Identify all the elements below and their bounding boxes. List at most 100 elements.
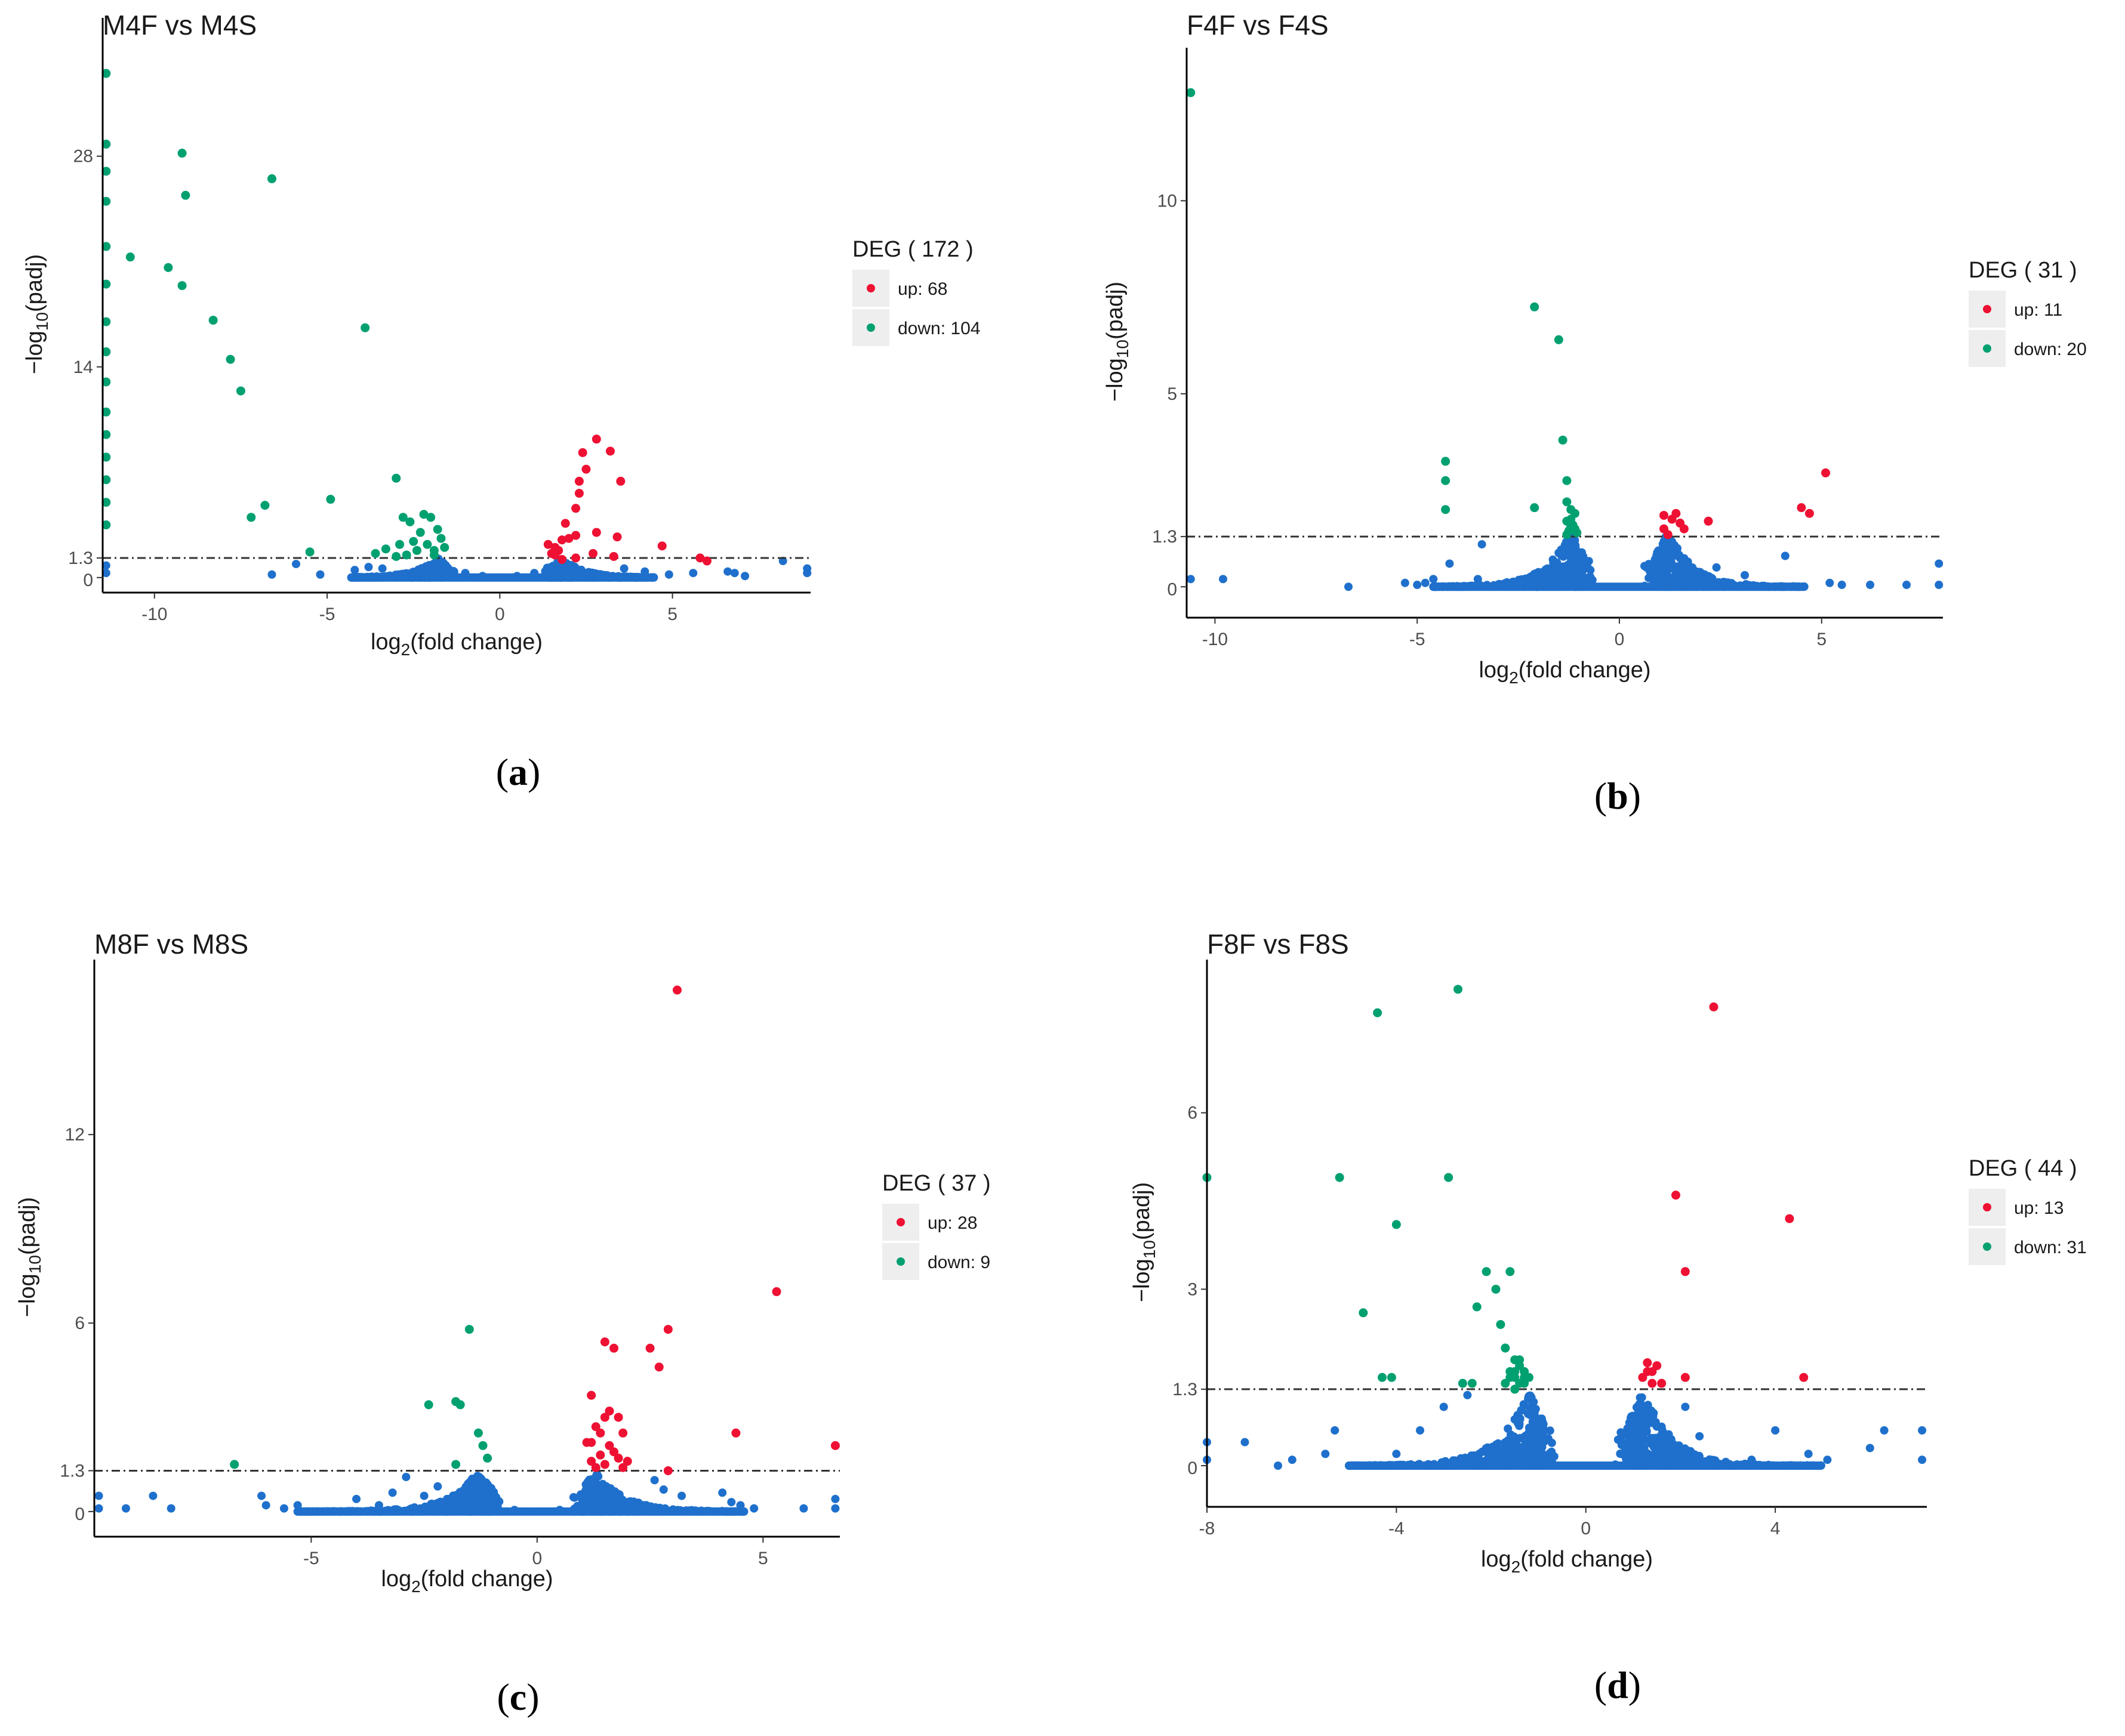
- x-axis-label: log2(fold change): [381, 1567, 553, 1596]
- nosig-point: [1344, 582, 1353, 591]
- nosig-point: [461, 569, 470, 578]
- y-tick-label: 0: [1187, 1459, 1197, 1478]
- up-point: [1680, 1267, 1690, 1276]
- nosig-point: [513, 572, 522, 581]
- up-point: [657, 541, 667, 551]
- nosig-point: [1514, 1412, 1523, 1421]
- legend-up-label: up: 28: [928, 1213, 977, 1233]
- down-point: [305, 547, 315, 557]
- nosig-point: [1588, 575, 1597, 584]
- up-point: [1663, 530, 1673, 539]
- nosig-point: [1495, 1448, 1504, 1457]
- up-point: [1657, 1379, 1667, 1388]
- nosig-point: [1636, 1399, 1645, 1408]
- x-tick-label: -8: [1199, 1519, 1215, 1538]
- y-tick-label: 1.3: [60, 1461, 85, 1481]
- nosig-point: [1645, 562, 1654, 571]
- down-point: [267, 174, 276, 184]
- legend-up-marker: [897, 1218, 905, 1226]
- down-point: [381, 544, 390, 554]
- nosig-point: [1866, 581, 1875, 590]
- down-point: [1387, 1373, 1396, 1382]
- down-point: [1441, 505, 1450, 514]
- nosig-point: [1421, 578, 1430, 587]
- up-point: [1680, 1373, 1690, 1382]
- up-point: [589, 548, 598, 558]
- y-axis-label: −log10(padj): [1102, 282, 1132, 402]
- nosig-point: [1771, 1426, 1780, 1435]
- up-point: [1679, 524, 1689, 534]
- nosig-point: [454, 1500, 463, 1509]
- up-point: [609, 551, 618, 561]
- nosig-point: [433, 1482, 442, 1491]
- legend-down-marker: [1983, 344, 1991, 353]
- up-point: [616, 476, 626, 486]
- nosig-point: [1562, 569, 1570, 578]
- nosig-point: [1288, 1456, 1296, 1464]
- x-tick-label: -5: [1409, 630, 1425, 649]
- down-point: [1554, 335, 1563, 344]
- up-point: [1821, 468, 1831, 477]
- nosig-point: [291, 560, 300, 569]
- up-point: [1804, 508, 1814, 518]
- up-point: [609, 1447, 619, 1457]
- down-point: [392, 551, 401, 561]
- down-point: [101, 377, 111, 387]
- nosig-point: [267, 570, 276, 579]
- down-point: [101, 520, 111, 530]
- nosig-point: [1463, 1390, 1472, 1399]
- nosig-point: [1837, 581, 1846, 590]
- up-point: [550, 550, 560, 560]
- up-point: [574, 476, 584, 486]
- nosig-point: [1524, 1395, 1533, 1403]
- nosig-point: [640, 567, 649, 576]
- nosig-point: [1781, 551, 1790, 560]
- down-point: [426, 513, 436, 522]
- nosig-point: [475, 1475, 484, 1484]
- down-point: [1558, 435, 1567, 445]
- nosig-point: [121, 1504, 130, 1513]
- up-point: [605, 1441, 614, 1450]
- nosig-point: [730, 569, 739, 578]
- nosig-point: [1918, 1456, 1927, 1464]
- nosig-point: [1902, 581, 1911, 590]
- nosig-point: [1567, 554, 1575, 563]
- panel-title: M4F vs M4S: [103, 10, 257, 41]
- x-tick-label: -10: [141, 605, 167, 624]
- nosig-point: [1240, 1438, 1249, 1447]
- nosig-point: [1545, 1426, 1554, 1435]
- x-tick-label: -5: [319, 605, 335, 624]
- nosig-point: [530, 569, 539, 578]
- up-point: [1643, 1358, 1652, 1368]
- up-point: [557, 555, 566, 565]
- down-point: [483, 1453, 492, 1463]
- down-point: [208, 316, 218, 325]
- up-point: [830, 1441, 840, 1450]
- nosig-point: [1557, 546, 1566, 555]
- down-point: [101, 498, 111, 507]
- panel-title: M8F vs M8S: [94, 929, 248, 960]
- nosig-point: [718, 1488, 727, 1497]
- down-point: [1510, 1385, 1520, 1394]
- down-point: [361, 323, 370, 332]
- down-point: [1467, 1379, 1477, 1388]
- up-point: [1652, 1361, 1662, 1370]
- up-point: [1667, 514, 1677, 524]
- nosig-point: [583, 1477, 592, 1486]
- x-axis-label: log2(fold change): [1479, 658, 1650, 687]
- nosig-point: [101, 569, 110, 578]
- down-point: [1482, 1267, 1491, 1276]
- nosig-point: [778, 557, 787, 566]
- nosig-point: [1673, 544, 1681, 553]
- nosig-point: [1543, 564, 1552, 573]
- nosig-point: [1639, 1411, 1647, 1420]
- nosig-point: [1186, 575, 1195, 584]
- y-axis-label: −log10(padj): [15, 1197, 44, 1317]
- nosig-point: [1630, 1443, 1639, 1452]
- up-point: [618, 1463, 628, 1472]
- nosig-point: [1747, 1456, 1756, 1464]
- nosig-point: [1525, 1434, 1534, 1443]
- nosig-point: [478, 1493, 486, 1501]
- nosig-point: [402, 1472, 411, 1481]
